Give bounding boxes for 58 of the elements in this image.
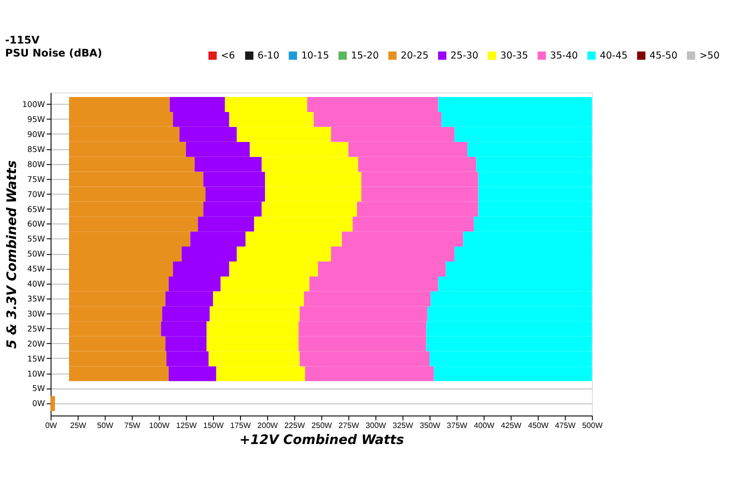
y-tick-label: 15W bbox=[27, 354, 46, 364]
x-tick-label: 25W bbox=[70, 421, 87, 430]
y-tick-label: 65W bbox=[27, 204, 46, 214]
legend-label: 15-20 bbox=[350, 50, 379, 62]
x-tick-label: 225W bbox=[284, 421, 306, 430]
x-tick-label: 400W bbox=[474, 421, 495, 430]
x-tick-label: 450W bbox=[528, 421, 550, 430]
y-tick-label: 0W bbox=[32, 399, 46, 408]
x-tick-label: 500W bbox=[582, 421, 604, 430]
legend-label: 45-50 bbox=[650, 50, 678, 62]
chart-subtitle: PSU Noise (dBA) bbox=[5, 48, 102, 60]
x-tick-label: 375W bbox=[446, 421, 468, 430]
y-tick-label: 60W bbox=[27, 220, 46, 229]
y-tick-label: 35W bbox=[27, 294, 46, 304]
y-tick-label: 85W bbox=[27, 144, 46, 154]
x-tick-label: 150W bbox=[203, 421, 224, 430]
legend-label: 30-35 bbox=[500, 50, 528, 62]
bar bbox=[50, 396, 55, 412]
y-tick-label: 55W bbox=[27, 234, 46, 244]
x-tick-label: 250W bbox=[311, 421, 333, 430]
y-tick-label: 95W bbox=[27, 115, 46, 124]
x-tick-label: 50W bbox=[97, 421, 114, 430]
x-tick-label: 350W bbox=[420, 421, 441, 430]
x-tick-label: 200W bbox=[257, 421, 278, 430]
x-tick-label: 475W bbox=[555, 421, 576, 430]
legend-label: >50 bbox=[699, 50, 720, 62]
x-tick-label: 300W bbox=[366, 421, 387, 430]
y-tick-label: 10W bbox=[27, 369, 46, 378]
x-tick-label: 325W bbox=[392, 421, 414, 430]
y-tick-label: 30W bbox=[27, 309, 46, 318]
legend-label: 40-45 bbox=[600, 50, 628, 62]
x-axis-title: +12V Combined Watts bbox=[239, 432, 404, 448]
y-tick-label: 75W bbox=[27, 174, 46, 184]
legend-label: 20-25 bbox=[400, 50, 429, 62]
y-tick-label: 50W bbox=[27, 250, 46, 259]
legend-label: <6 bbox=[220, 50, 236, 62]
y-tick-label: 25W bbox=[27, 324, 46, 334]
x-tick-label: 75W bbox=[124, 421, 141, 430]
y-axis-title: 5 & 3.3V Combined Watts bbox=[5, 160, 20, 349]
y-tick-label: 45W bbox=[27, 264, 46, 274]
y-tick-label: 80W bbox=[27, 160, 46, 169]
x-tick-label: 425W bbox=[500, 421, 522, 430]
legend-label: 25-30 bbox=[450, 50, 478, 62]
y-tick-label: 20W bbox=[27, 339, 46, 348]
y-tick-label: 40W bbox=[27, 280, 46, 289]
y-tick-label: 5W bbox=[32, 384, 46, 394]
x-tick-label: 0W bbox=[45, 421, 58, 430]
y-tick-label: 100W bbox=[22, 100, 46, 110]
x-tick-label: 275W bbox=[338, 421, 360, 430]
y-tick-label: 70W bbox=[27, 190, 46, 199]
x-tick-label: 125W bbox=[176, 421, 198, 430]
chart-title: -115V bbox=[5, 34, 40, 47]
y-tick-label: 90W bbox=[27, 130, 46, 140]
legend-label: 10-15 bbox=[301, 50, 330, 62]
x-tick-label: 175W bbox=[230, 421, 252, 430]
x-tick-label: 100W bbox=[149, 421, 170, 430]
legend-label: 6-10 bbox=[258, 50, 280, 62]
legend-label: 35-40 bbox=[550, 50, 578, 62]
